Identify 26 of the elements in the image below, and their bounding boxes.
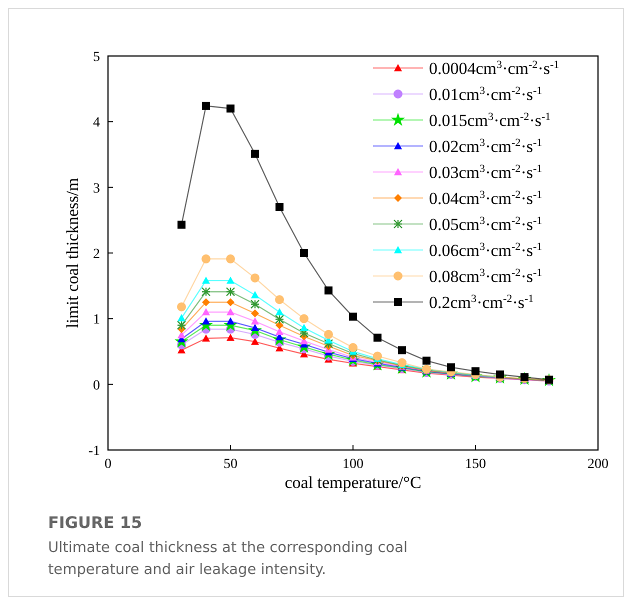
- x-tick-label: 0: [104, 457, 112, 472]
- y-tick-label: 5: [93, 50, 100, 65]
- legend-label: 0.06cm$^{3}$·cm$^{-2}$·s$^{-1}$: [429, 241, 542, 260]
- legend-label: 0.08cm$^{3}$·cm$^{-2}$·s$^{-1}$: [429, 267, 542, 286]
- x-axis-title: coal temperature/°C: [284, 473, 422, 492]
- legend-label: 0.03cm$^{3}$·cm$^{-2}$·s$^{-1}$: [429, 163, 542, 182]
- x-tick-label: 50: [224, 457, 238, 472]
- x-tick-label: 100: [342, 457, 364, 472]
- legend-label: 0.0004cm$^{3}$·cm$^{-2}$·s$^{-1}$: [429, 59, 560, 78]
- caption: FIGURE 15: [48, 513, 142, 532]
- y-tick-label: 4: [93, 116, 100, 131]
- text: Ultimate coal thickness at the corresponding coal temperature and air leakage intensity.: [48, 540, 408, 578]
- legend-label: 0.2cm$^{3}$·cm$^{-2}$·s$^{-1}$: [429, 293, 534, 312]
- y-tick-label: 3: [93, 181, 100, 196]
- legend-label: 0.02cm$^{3}$·cm$^{-2}$·s$^{-1}$: [429, 137, 542, 156]
- legend-label: 0.01cm$^{3}$·cm$^{-2}$·s$^{-1}$: [429, 85, 542, 104]
- y-tick-label: 1: [93, 312, 100, 328]
- x-tick-label: 150: [465, 457, 486, 472]
- legend-label: 0.05cm$^{3}$·cm$^{-2}$·s$^{-1}$: [429, 215, 542, 234]
- y-axis-title: limit coal thickness/m: [63, 178, 82, 328]
- y-tick-label: 2: [93, 247, 100, 262]
- x-tick-label: 200: [588, 457, 608, 472]
- legend-label: 0.015cm$^{3}$·cm$^{-2}$·s$^{-1}$: [429, 111, 551, 130]
- y-tick-label: 0: [93, 378, 100, 394]
- legend-label: 0.04cm$^{3}$·cm$^{-2}$·s$^{-1}$: [429, 189, 542, 208]
- y-tick-label: -1: [88, 444, 100, 459]
